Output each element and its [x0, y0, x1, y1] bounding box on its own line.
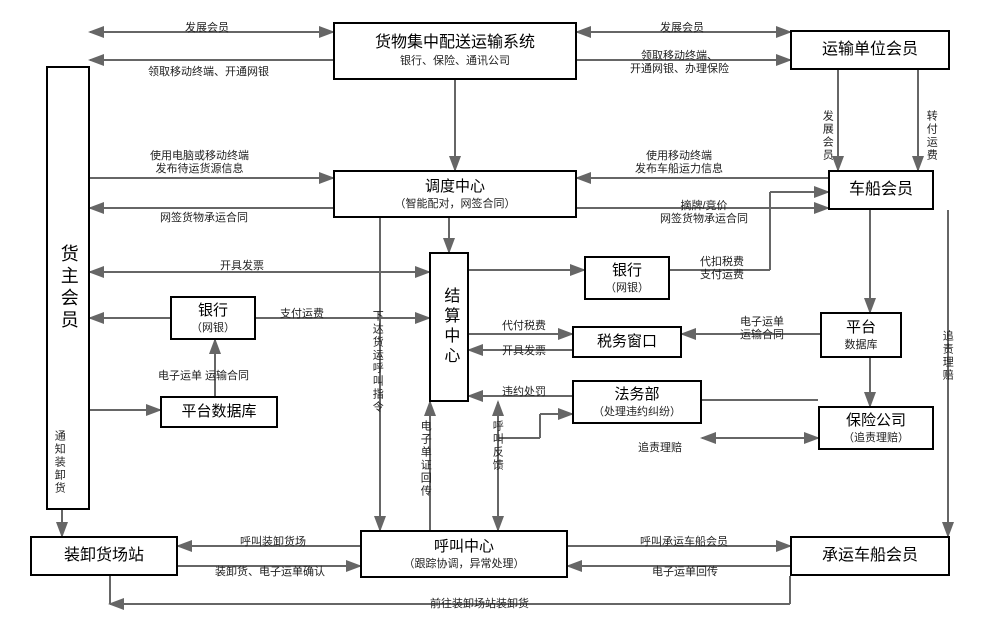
node-subtitle: 数据库: [845, 338, 878, 352]
node-legal: 法务部（处理违约纠纷）: [572, 380, 702, 424]
node-title: 银行: [198, 301, 228, 321]
node-loading: 装卸货场站: [30, 536, 178, 576]
node-title: 银行: [612, 261, 642, 281]
edge-label-l24: 装卸货、电子运单确认: [215, 566, 325, 579]
edge-label-l25: 呼叫承运车船会员: [640, 536, 728, 549]
edge-label-l26: 电子运单回传: [652, 566, 718, 579]
edge-label-l21: 追责理赔: [638, 442, 682, 455]
edge-label-l2: 领取移动终端、开通网银: [148, 66, 269, 79]
edge-label-l14: 呼叫反馈: [490, 420, 503, 472]
node-subtitle: （追责理赔）: [843, 431, 909, 445]
edge-label-l20: 追责理赔: [940, 330, 953, 382]
node-title: 平台: [846, 318, 876, 338]
edge-label-l10: 支付运费: [280, 308, 324, 321]
node-title: 车船会员: [849, 180, 913, 201]
node-title: 货主会员: [56, 244, 79, 332]
node-bank_r: 银行（网银）: [584, 256, 670, 300]
node-title: 保险公司: [846, 411, 906, 431]
edge-label-l4: 领取移动终端、开通网银、办理保险: [630, 50, 729, 76]
node-subtitle: （网银）: [191, 321, 235, 335]
edge-label-l8: 摘牌/竞价网签货物承运合同: [660, 200, 748, 226]
edge-label-l13: 电子单证回传: [418, 420, 431, 498]
node-title: 平台数据库: [181, 402, 256, 422]
node-subtitle: 银行、保险、通讯公司: [400, 54, 510, 68]
edge-label-l3: 发展会员: [660, 22, 704, 35]
diagram-canvas: 货主会员 货物集中配送运输系统银行、保险、通讯公司 运输单位会员调度中心（智能配对，…: [0, 0, 1000, 643]
edge-label-l11: 电子运单 运输合同: [158, 370, 249, 383]
edge-label-l6: 网签货物承运合同: [160, 212, 248, 225]
node-dispatch: 调度中心（智能配对，网签合同）: [333, 170, 577, 218]
node-title: 调度中心: [425, 177, 485, 197]
node-db_r: 平台数据库: [820, 312, 902, 358]
edge-label-l27: 前往装卸场站装卸货: [430, 598, 529, 611]
node-call: 呼叫中心（跟踪协调，异常处理）: [360, 530, 568, 578]
node-owner: 货主会员: [46, 66, 90, 510]
node-settle: 结算中心: [429, 252, 469, 402]
node-title: 承运车船会员: [822, 546, 918, 567]
node-bank_l: 银行（网银）: [170, 296, 256, 340]
edge-label-l7: 使用移动终端发布车船运力信息: [635, 150, 723, 176]
node-title: 法务部: [614, 385, 659, 405]
node-title: 装卸货场站: [64, 546, 144, 567]
node-top: 货物集中配送运输系统银行、保险、通讯公司: [333, 22, 577, 80]
node-title: 税务窗口: [597, 332, 657, 352]
edge-label-l1: 发展会员: [185, 22, 229, 35]
edge-label-l16: 代付税费: [502, 320, 546, 333]
edge-label-l19: 电子运单运输合同: [740, 316, 784, 342]
edge-label-l23: 呼叫装卸货场: [240, 536, 306, 549]
node-title: 货物集中配送运输系统: [375, 33, 535, 54]
node-db_l: 平台数据库: [160, 396, 278, 428]
node-transport: 运输单位会员: [790, 30, 950, 70]
edge-label-l17: 开具发票: [502, 345, 546, 358]
edge-label-l18: 违约处罚: [502, 386, 546, 399]
node-subtitle: （网银）: [605, 281, 649, 295]
node-title: 运输单位会员: [822, 40, 918, 61]
node-insurance: 保险公司（追责理赔）: [818, 406, 934, 450]
edge-label-l12: 下达货运呼叫指令: [370, 310, 383, 414]
edge-label-l8b: 发展会员: [820, 110, 833, 162]
node-title: 呼叫中心: [434, 537, 494, 557]
node-subtitle: （智能配对，网签合同）: [395, 197, 516, 211]
edge-label-l15: 代扣税费支付运费: [700, 256, 744, 282]
node-vehicle: 车船会员: [828, 170, 934, 210]
edge-label-l9: 开具发票: [220, 260, 264, 273]
node-tax: 税务窗口: [572, 326, 682, 358]
node-subtitle: （跟踪协调，异常处理）: [404, 557, 525, 571]
edge-label-l5: 使用电脑或移动终端发布待运货源信息: [150, 150, 249, 176]
node-title: 结算中心: [439, 287, 460, 367]
edge-label-l8c: 转付运费: [924, 110, 937, 162]
node-subtitle: （处理违约纠纷）: [593, 405, 681, 419]
node-carrier: 承运车船会员: [790, 536, 950, 576]
